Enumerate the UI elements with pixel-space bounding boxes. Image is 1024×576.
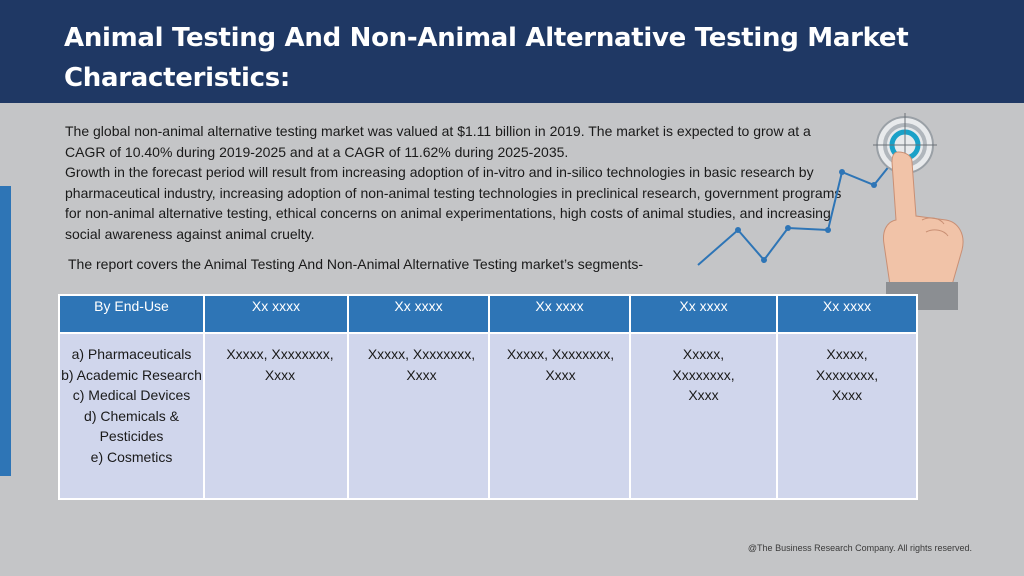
header-by-end-use: By End-Use [58, 294, 205, 334]
growth-drivers-paragraph: Growth in the forecast period will resul… [65, 164, 842, 242]
header-segment-3: Xx xxxx [347, 294, 490, 334]
table-row: a) Pharmaceuticals b) Academic Research … [58, 332, 918, 500]
segment-cell-4: Xxxxx, Xxxxxxxx, Xxxx [488, 332, 631, 500]
growth-line-icon [697, 164, 891, 266]
segment-cell-3: Xxxxx, Xxxxxxxx, Xxxx [347, 332, 490, 500]
header-segment-2: Xx xxxx [203, 294, 349, 334]
list-item: b) Academic Research [61, 366, 202, 383]
end-use-cell: a) Pharmaceuticals b) Academic Research … [58, 332, 205, 500]
header-bar: Animal Testing And Non-Animal Alternativ… [0, 0, 1024, 103]
page-title: Animal Testing And Non-Animal Alternativ… [64, 23, 909, 93]
intro-text: The global non-animal alternative testin… [65, 121, 845, 244]
list-item: d) Chemicals & Pesticides [84, 407, 179, 445]
segment-cell-2: Xxxxx, Xxxxxxxx, Xxxx [203, 332, 349, 500]
segments-table: By End-Use Xx xxxx Xx xxxx Xx xxxx Xx xx… [58, 294, 918, 500]
table-header-row: By End-Use Xx xxxx Xx xxxx Xx xxxx Xx xx… [58, 294, 918, 334]
copyright-footer: @The Business Research Company. All righ… [747, 543, 972, 553]
pointing-hand-icon [883, 151, 964, 310]
header-segment-6: Xx xxxx [776, 294, 918, 334]
list-item: a) Pharmaceuticals [71, 346, 192, 362]
list-item: c) Medical Devices [72, 387, 191, 403]
side-accent-bar [0, 186, 11, 476]
segment-cell-6: Xxxxx, Xxxxxxxx, Xxxx [776, 332, 918, 500]
segments-intro: The report covers the Animal Testing And… [68, 256, 644, 272]
growth-illustration [697, 113, 964, 310]
segment-cell-5: Xxxxx, Xxxxxxxx, Xxxx [629, 332, 778, 500]
market-value-paragraph: The global non-animal alternative testin… [65, 123, 811, 160]
list-item: e) Cosmetics [90, 448, 173, 465]
header-segment-4: Xx xxxx [488, 294, 631, 334]
header-segment-5: Xx xxxx [629, 294, 778, 334]
